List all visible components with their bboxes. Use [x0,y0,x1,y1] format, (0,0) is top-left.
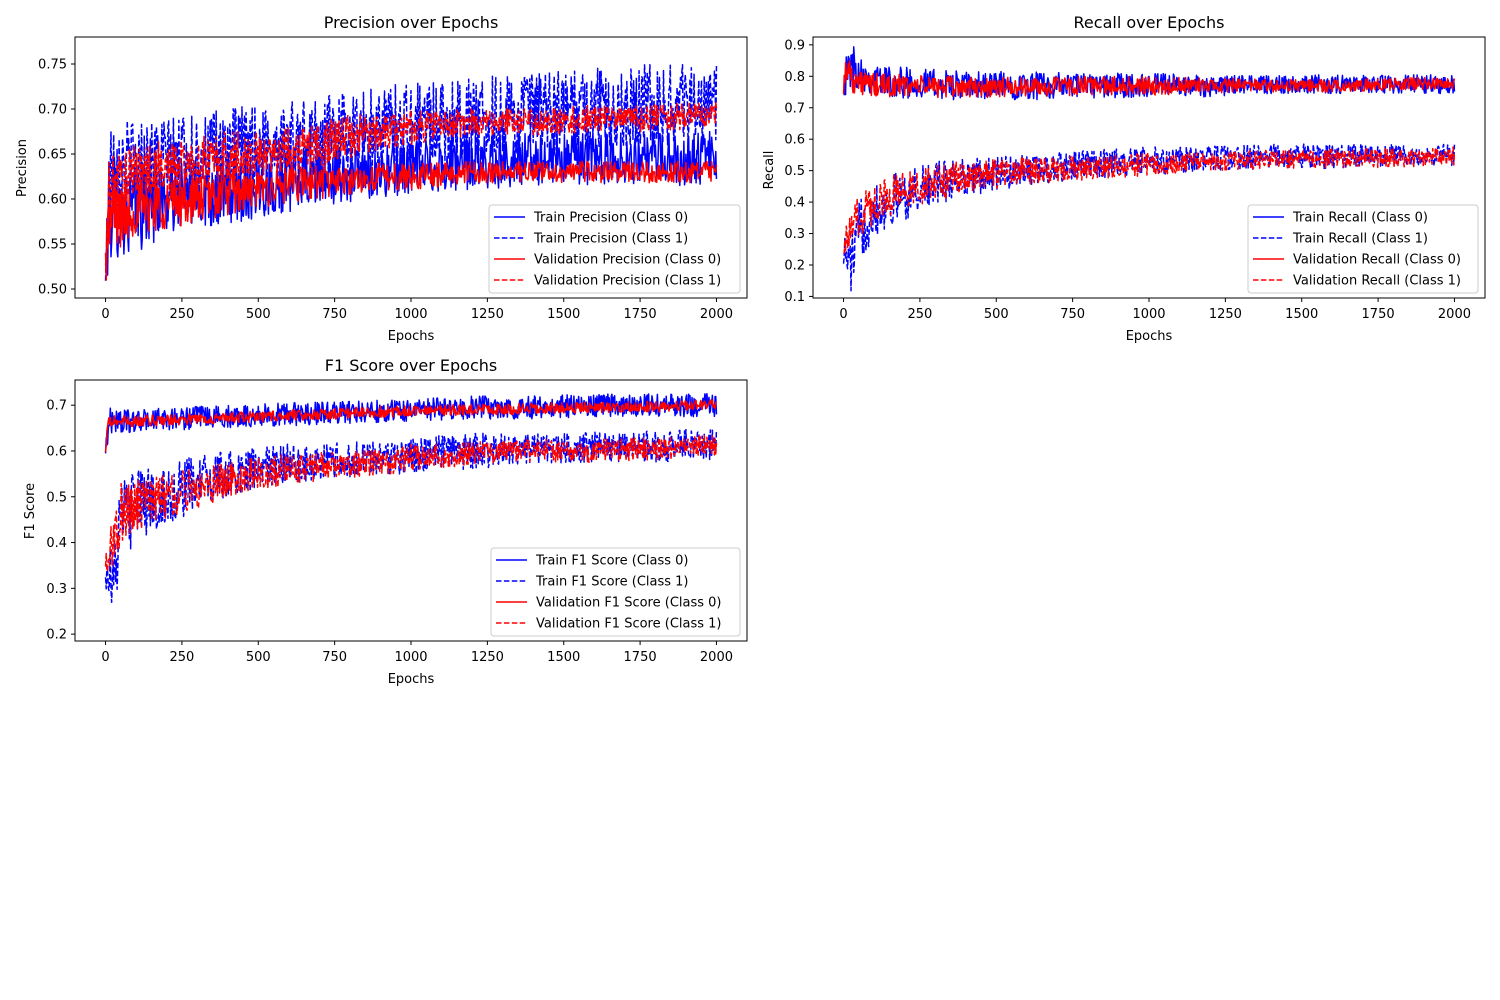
recall-legend-box [1247,204,1479,294]
recall-series-2 [842,60,1456,99]
f1-xtick-label-5: 1250 [471,650,504,665]
recall-legend-label-1: Train Recall (Class 1) [1292,232,1428,247]
f1-legend: Train F1 Score (Class 0) Train F1 Score (… [490,547,741,637]
f1-xtick-label-2: 500 [246,650,271,665]
f1-xtick-label-7: 1750 [624,650,657,665]
recall-ytick-label-4: 0.5 [784,164,805,179]
f1-xtick-label-3: 750 [322,650,347,665]
recall-panel: Recall over Epochs Epochs Recall 0 250 500… [762,13,1486,344]
precision-xtick-label-3: 750 [322,307,347,322]
recall-ytick-label-0: 0.1 [784,290,805,305]
recall-ytick-label-2: 0.3 [784,227,805,242]
recall-xtick-label-5: 1250 [1209,307,1242,322]
precision-xtick-label-5: 1250 [471,307,504,322]
f1-series-2 [104,399,718,453]
precision-series-3 [104,101,718,271]
recall-title: Recall over Epochs [1074,13,1225,32]
f1-xlabel: Epochs [388,672,435,687]
precision-ytick-label-5: 0.75 [38,58,67,73]
f1-xtick-label-6: 1500 [547,650,580,665]
precision-xtick-label-4: 1000 [394,307,427,322]
precision-series-2 [104,160,718,281]
precision-legend-label-2: Validation Precision (Class 0) [534,253,721,268]
recall-ytick-label-3: 0.4 [784,196,805,211]
recall-xtick-label-0: 0 [839,307,847,322]
recall-xtick-label-7: 1750 [1362,307,1395,322]
f1-legend-label-2: Validation F1 Score (Class 0) [536,596,722,611]
recall-legend-label-0: Train Recall (Class 0) [1292,211,1428,226]
recall-xtick-label-1: 250 [907,307,932,322]
precision-legend-label-0: Train Precision (Class 0) [533,211,688,226]
recall-series-group [842,46,1456,292]
precision-legend-label-1: Train Precision (Class 1) [533,232,688,247]
recall-ytick-label-8: 0.9 [784,38,805,53]
recall-ytick-label-1: 0.2 [784,258,805,273]
precision-ytick-label-3: 0.65 [38,148,67,163]
precision-ytick-label-4: 0.70 [38,103,67,118]
f1-ytick-label-0: 0.2 [46,628,67,643]
recall-ytick-label-5: 0.6 [784,133,805,148]
recall-xlabel: Epochs [1126,329,1173,344]
f1-series-1 [104,428,718,604]
f1-series-3 [104,434,718,573]
recall-xtick-label-2: 500 [984,307,1009,322]
precision-legend-label-3: Validation Precision (Class 1) [534,274,721,289]
f1-xtick-label-8: 2000 [700,650,733,665]
precision-xtick-label-8: 2000 [700,307,733,322]
precision-xtick-label-2: 500 [246,307,271,322]
precision-ytick-label-0: 0.50 [38,283,67,298]
precision-xtick-label-6: 1500 [547,307,580,322]
precision-xtick-label-7: 1750 [624,307,657,322]
f1-xtick-label-1: 250 [169,650,194,665]
recall-series-3 [842,146,1456,255]
precision-series-group [104,64,718,281]
precision-ytick-label-2: 0.60 [38,193,67,208]
recall-ytick-label-7: 0.8 [784,70,805,85]
f1-ytick-label-1: 0.3 [46,582,67,597]
f1-panel: F1 Score over Epochs Epochs F1 Score 0 25… [23,356,748,687]
precision-xtick-label-1: 250 [169,307,194,322]
recall-ylabel: Recall [762,151,777,190]
recall-xtick-label-8: 2000 [1438,307,1471,322]
f1-ylabel: F1 Score [23,483,38,539]
recall-legend: Train Recall (Class 0) Train Recall (Clas… [1247,204,1479,294]
precision-legend: Train Precision (Class 0) Train Precision… [488,204,741,294]
f1-ytick-label-2: 0.4 [46,536,67,551]
precision-ylabel: Precision [15,139,30,197]
f1-legend-label-3: Validation F1 Score (Class 1) [536,617,722,632]
f1-legend-label-0: Train F1 Score (Class 0) [535,554,689,569]
recall-xtick-label-3: 750 [1060,307,1085,322]
precision-legend-box [488,204,741,294]
recall-xtick-label-6: 1500 [1285,307,1318,322]
precision-ytick-label-1: 0.55 [38,238,67,253]
recall-xtick-label-4: 1000 [1132,307,1165,322]
f1-title: F1 Score over Epochs [325,356,497,375]
precision-title: Precision over Epochs [324,13,499,32]
recall-legend-label-3: Validation Recall (Class 1) [1293,274,1461,289]
f1-series-group [104,393,718,604]
f1-xtick-label-0: 0 [101,650,109,665]
recall-legend-label-2: Validation Recall (Class 0) [1293,253,1461,268]
precision-xlabel: Epochs [388,329,435,344]
precision-xtick-label-0: 0 [101,307,109,322]
precision-panel: Precision over Epochs Epochs Precision 0… [15,13,748,344]
recall-ytick-label-6: 0.7 [784,101,805,116]
f1-ytick-label-5: 0.7 [46,399,67,414]
f1-legend-label-1: Train F1 Score (Class 1) [535,575,689,590]
f1-legend-box [490,547,741,637]
f1-ytick-label-4: 0.6 [46,444,67,459]
f1-xtick-label-4: 1000 [394,650,427,665]
f1-ytick-label-3: 0.5 [46,490,67,505]
